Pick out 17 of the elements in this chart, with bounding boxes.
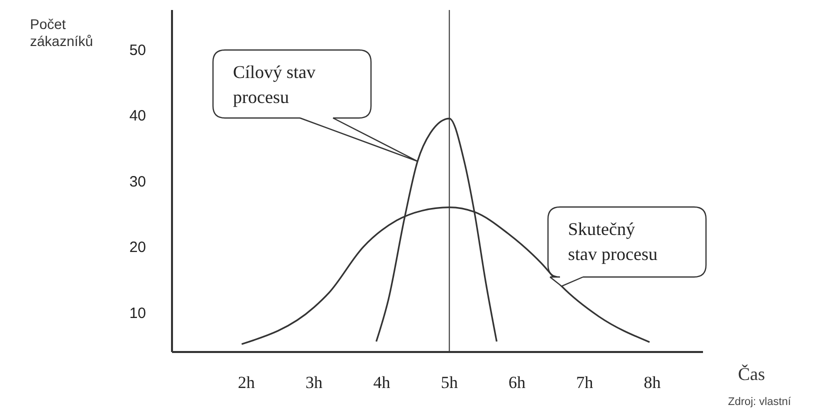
y-tick-label: 40 — [129, 108, 146, 125]
x-tick-label: 4h — [373, 373, 391, 392]
x-tick-label: 6h — [508, 373, 526, 392]
y-tick-label: 30 — [129, 173, 146, 190]
x-tick-label: 8h — [644, 373, 662, 392]
text: Cílový stav procesu — [233, 62, 316, 107]
series-label: Skutečný stav procesu — [568, 219, 658, 264]
x-tick-label: 5h — [440, 373, 458, 392]
x-axis-title: Čas — [738, 364, 765, 385]
y-tick-label: 50 — [129, 42, 146, 59]
x-tick-label: 2h — [238, 373, 256, 392]
x-tick-label: 3h — [306, 373, 324, 392]
y-axis-title: Počet zákazníků — [30, 16, 94, 50]
y-tick-label: 10 — [129, 304, 146, 322]
y-tick-label: 20 — [129, 239, 146, 256]
x-tick-label: 7h — [576, 373, 594, 392]
text: Zdroj: vlastní — [728, 396, 791, 408]
